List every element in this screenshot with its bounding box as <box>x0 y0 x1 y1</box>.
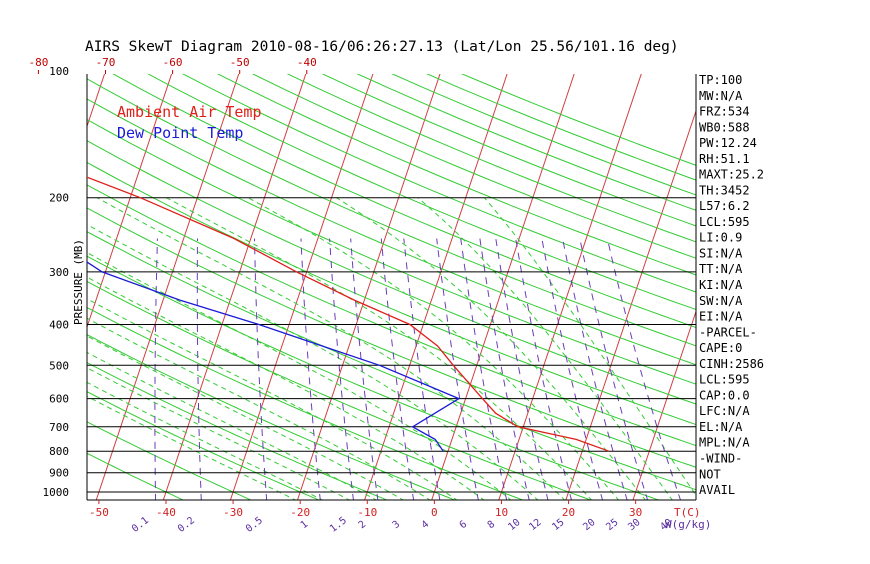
mixing-ratio-unit-label: W(g/kg) <box>665 518 711 531</box>
mixing-ratio-label: 6 <box>458 519 470 531</box>
mixing-ratio-label: 1.5 <box>328 515 349 535</box>
top-tick-label: -80 <box>28 56 48 69</box>
moist-adiabat-line <box>0 198 297 501</box>
stat-item: EL:N/A <box>699 420 743 434</box>
mixing-ratio-label: 0.1 <box>130 515 151 535</box>
stat-item: -PARCEL- <box>699 325 757 339</box>
mixing-ratio-label: 0.2 <box>176 515 197 535</box>
y-tick-label: 300 <box>49 266 69 279</box>
mixing-ratio-label: 4 <box>420 519 432 531</box>
y-tick-label: 1000 <box>43 486 70 499</box>
legend-ambient-air-temp: Ambient Air Temp <box>117 103 262 121</box>
mixing-ratio-label: 30 <box>626 517 642 533</box>
stat-item: TP:100 <box>699 73 742 87</box>
mixing-ratio-label: 10 <box>506 517 522 533</box>
y-tick-label: 700 <box>49 421 69 434</box>
stat-item: NOT <box>699 467 721 481</box>
stat-item: RH:51.1 <box>699 152 750 166</box>
stat-item: MW:N/A <box>699 89 743 103</box>
stat-item: FRZ:534 <box>699 105 750 119</box>
mixing-ratio-label: 15 <box>550 517 566 533</box>
stat-item: LCL:595 <box>699 373 750 387</box>
top-tick-label: -50 <box>230 56 250 69</box>
mixing-ratio-label: 12 <box>527 517 543 533</box>
stat-item: AVAIL <box>699 483 735 497</box>
y-tick-label: 100 <box>49 65 69 78</box>
stat-item: WB0:588 <box>699 120 750 134</box>
y-tick-label: 400 <box>49 318 69 331</box>
stat-item: TT:N/A <box>699 262 743 276</box>
mixing-ratio-line <box>197 239 201 501</box>
mixing-ratio-label: 8 <box>486 519 498 531</box>
stat-item: PW:12.24 <box>699 136 757 150</box>
y-tick-label: 800 <box>49 445 69 458</box>
isotherm-line <box>498 71 642 501</box>
isotherm-line <box>431 71 575 501</box>
mixing-ratio-line <box>563 239 628 501</box>
dry-adiabat-line <box>212 71 870 501</box>
dry-adiabat-line <box>455 71 870 501</box>
top-tick-label: -40 <box>297 56 317 69</box>
stat-item: EI:N/A <box>699 310 743 324</box>
isotherm-line <box>0 71 106 501</box>
stat-item: LI:0.9 <box>699 231 742 245</box>
dry-adiabat-line <box>386 71 870 501</box>
isotherm-line <box>566 71 710 501</box>
isotherm-line <box>834 71 870 501</box>
bottom-tick-label: 20 <box>562 506 575 519</box>
bottom-tick-label: -20 <box>290 506 310 519</box>
chart-title: AIRS SkewT Diagram 2010-08-16/06:26:27.1… <box>85 39 679 55</box>
stat-item: SI:N/A <box>699 246 743 260</box>
stat-item: CAP:0.0 <box>699 388 750 402</box>
y-tick-label: 200 <box>49 192 69 205</box>
stat-item: CINH:2586 <box>699 357 764 371</box>
y-tick-label: 500 <box>49 359 69 372</box>
dry-adiabat-line <box>0 71 729 501</box>
isotherm-line <box>767 71 870 501</box>
stat-item: -WIND- <box>699 451 742 465</box>
y-tick-label: 900 <box>49 467 69 480</box>
legend: Ambient Air Temp Dew Point Temp <box>117 103 262 142</box>
moist-adiabat-line <box>39 198 538 501</box>
dry-adiabat-line <box>420 71 870 501</box>
stat-item: SW:N/A <box>699 294 743 308</box>
stat-item: MAXT:25.2 <box>699 168 764 182</box>
top-tick-label: -60 <box>163 56 183 69</box>
bottom-tick-label: -50 <box>89 506 109 519</box>
stat-item: LCL:595 <box>699 215 750 229</box>
stat-item: KI:N/A <box>699 278 743 292</box>
isotherm-line <box>0 71 38 501</box>
mixing-ratio-line <box>351 239 378 501</box>
mixing-ratio-label: 3 <box>391 519 403 531</box>
stat-item: CAPE:0 <box>699 341 742 355</box>
legend-dew-point-temp: Dew Point Temp <box>117 124 243 142</box>
stat-item: L57:6.2 <box>699 199 750 213</box>
dry-adiabat-line <box>177 71 870 501</box>
mixing-ratio-label: 25 <box>604 517 620 533</box>
stat-item: LFC:N/A <box>699 404 750 418</box>
mixing-ratio-label: 1 <box>299 519 311 531</box>
bottom-tick-label: -30 <box>223 506 243 519</box>
mixing-ratio-line <box>381 239 413 501</box>
dry-adiabat-line <box>0 71 593 501</box>
mixing-ratio-label: 0.5 <box>244 515 265 535</box>
mixing-ratio-line <box>255 239 267 501</box>
y-axis-label: PRESSURE (MB) <box>72 239 85 325</box>
dry-adiabat-line <box>247 71 870 501</box>
mixing-ratio-label: 2 <box>357 519 369 531</box>
stat-item: TH:3452 <box>699 183 750 197</box>
mixing-ratio-label: 20 <box>581 517 597 533</box>
dry-adiabat-line <box>316 71 870 501</box>
bottom-tick-label: 0 <box>431 506 438 519</box>
bottom-tick-label: -40 <box>156 506 176 519</box>
y-tick-label: 600 <box>49 393 69 406</box>
bottom-tick-label: 10 <box>495 506 508 519</box>
isotherm-line <box>230 71 374 501</box>
bottom-tick-label: -10 <box>357 506 377 519</box>
top-tick-label: -70 <box>96 56 116 69</box>
stat-item: MPL:N/A <box>699 436 750 450</box>
